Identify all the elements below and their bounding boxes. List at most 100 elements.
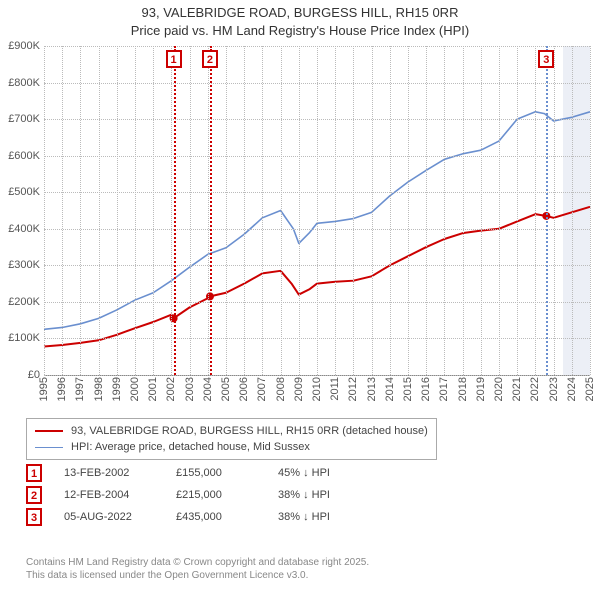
x-axis-label: 1997 (74, 377, 86, 401)
x-axis-label: 2004 (202, 377, 214, 401)
x-axis-label: 2021 (511, 377, 523, 401)
x-axis-label: 2016 (420, 377, 432, 401)
event-marker-2: 2 (26, 486, 42, 504)
grid-v (135, 46, 136, 375)
x-axis-label: 2008 (275, 377, 287, 401)
event-row: 2 12-FEB-2004 £215,000 38% ↓ HPI (26, 484, 358, 506)
y-axis-label: £900K (8, 40, 40, 52)
legend-swatch-hpi (35, 447, 63, 448)
annotation-line (210, 46, 212, 375)
grid-v (481, 46, 482, 375)
annotation-box: 1 (166, 50, 182, 68)
grid-v (499, 46, 500, 375)
grid-v (335, 46, 336, 375)
x-axis-label: 2003 (184, 377, 196, 401)
x-axis-label: 2025 (584, 377, 596, 401)
event-delta: 38% ↓ HPI (278, 489, 358, 501)
x-axis-label: 2013 (366, 377, 378, 401)
event-price: £215,000 (176, 489, 256, 501)
x-axis-label: 2005 (220, 377, 232, 401)
x-axis-label: 1998 (93, 377, 105, 401)
legend-label-hpi: HPI: Average price, detached house, Mid … (71, 441, 310, 453)
x-axis-label: 2009 (293, 377, 305, 401)
y-axis-label: £400K (8, 223, 40, 235)
x-axis-label: 1996 (56, 377, 68, 401)
grid-v (171, 46, 172, 375)
x-axis-label: 2019 (475, 377, 487, 401)
x-axis-label: 2017 (438, 377, 450, 401)
grid-v (226, 46, 227, 375)
chart-title-block: 93, VALEBRIDGE ROAD, BURGESS HILL, RH15 … (0, 0, 600, 39)
x-axis-label: 2001 (147, 377, 159, 401)
footnote: Contains HM Land Registry data © Crown c… (26, 556, 369, 582)
grid-v (299, 46, 300, 375)
x-axis-label: 2002 (165, 377, 177, 401)
grid-v (262, 46, 263, 375)
legend-row-hpi: HPI: Average price, detached house, Mid … (35, 439, 428, 455)
x-axis-label: 2006 (238, 377, 250, 401)
x-axis-label: 2020 (493, 377, 505, 401)
grid-v (244, 46, 245, 375)
event-date: 12-FEB-2004 (64, 489, 154, 501)
grid-v (463, 46, 464, 375)
y-axis-label: £500K (8, 186, 40, 198)
y-axis-label: £800K (8, 77, 40, 89)
grid-v (353, 46, 354, 375)
grid-v (117, 46, 118, 375)
annotation-box: 2 (202, 50, 218, 68)
grid-v (535, 46, 536, 375)
grid-v (444, 46, 445, 375)
grid-v (426, 46, 427, 375)
annotation-box: 3 (538, 50, 554, 68)
y-axis-label: £100K (8, 332, 40, 344)
x-axis-label: 2000 (129, 377, 141, 401)
x-axis-label: 2014 (384, 377, 396, 401)
events-table: 1 13-FEB-2002 £155,000 45% ↓ HPI 2 12-FE… (26, 462, 358, 528)
grid-v (372, 46, 373, 375)
x-axis-label: 2024 (566, 377, 578, 401)
y-axis-label: £700K (8, 113, 40, 125)
event-delta: 38% ↓ HPI (278, 511, 358, 523)
legend-label-price-paid: 93, VALEBRIDGE ROAD, BURGESS HILL, RH15 … (71, 425, 428, 437)
legend: 93, VALEBRIDGE ROAD, BURGESS HILL, RH15 … (26, 418, 437, 460)
event-date: 05-AUG-2022 (64, 511, 154, 523)
event-price: £435,000 (176, 511, 256, 523)
x-axis-label: 2023 (548, 377, 560, 401)
grid-v (208, 46, 209, 375)
x-axis-label: 2018 (457, 377, 469, 401)
event-row: 1 13-FEB-2002 £155,000 45% ↓ HPI (26, 462, 358, 484)
x-axis-label: 1995 (38, 377, 50, 401)
grid-v (153, 46, 154, 375)
plot-area: £0£100K£200K£300K£400K£500K£600K£700K£80… (44, 46, 590, 376)
grid-v (281, 46, 282, 375)
title-line-1: 93, VALEBRIDGE ROAD, BURGESS HILL, RH15 … (0, 4, 600, 22)
y-axis-label: £300K (8, 259, 40, 271)
x-axis-label: 1999 (111, 377, 123, 401)
grid-v (554, 46, 555, 375)
event-marker-1: 1 (26, 464, 42, 482)
grid-v (572, 46, 573, 375)
y-axis-label: £600K (8, 150, 40, 162)
grid-v (408, 46, 409, 375)
grid-v (44, 46, 45, 375)
x-axis-label: 2015 (402, 377, 414, 401)
grid-v (62, 46, 63, 375)
event-date: 13-FEB-2002 (64, 467, 154, 479)
y-axis-label: £200K (8, 296, 40, 308)
annotation-line (546, 46, 548, 375)
title-line-2: Price paid vs. HM Land Registry's House … (0, 22, 600, 40)
legend-row-price-paid: 93, VALEBRIDGE ROAD, BURGESS HILL, RH15 … (35, 423, 428, 439)
legend-swatch-price-paid (35, 430, 63, 432)
x-axis-label: 2011 (329, 377, 341, 401)
x-axis-label: 2022 (529, 377, 541, 401)
event-marker-3: 3 (26, 508, 42, 526)
event-delta: 45% ↓ HPI (278, 467, 358, 479)
footnote-line-1: Contains HM Land Registry data © Crown c… (26, 556, 369, 569)
grid-v (80, 46, 81, 375)
grid-v (190, 46, 191, 375)
grid-v (317, 46, 318, 375)
grid-v (390, 46, 391, 375)
grid-v (99, 46, 100, 375)
event-price: £155,000 (176, 467, 256, 479)
grid-h (44, 375, 590, 376)
